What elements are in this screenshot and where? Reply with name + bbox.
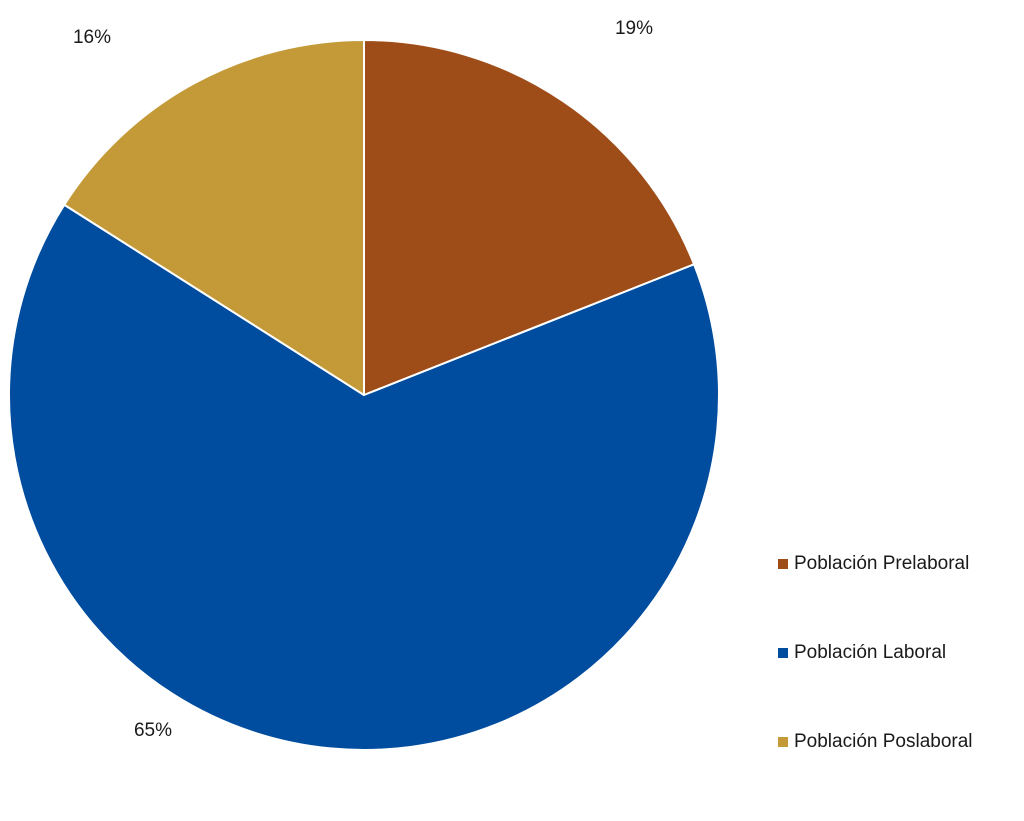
pie-slice-poslaboral	[63, 39, 365, 396]
data-label-prelaboral: 19%	[615, 18, 653, 39]
legend-label-poslaboral: Población Poslaboral	[794, 730, 973, 752]
legend-swatch-poslaboral	[778, 736, 788, 747]
pie-slice-laboral	[8, 203, 720, 751]
pie-slice-prelaboral	[363, 39, 696, 396]
legend-item-laboral: Población Laboral	[778, 637, 973, 668]
legend-swatch-laboral	[778, 647, 788, 658]
legend-item-prelaboral: Población Prelaboral	[778, 548, 973, 579]
legend-item-poslaboral: Población Poslaboral	[778, 726, 973, 757]
legend: Población Prelaboral Población Laboral P…	[778, 548, 973, 815]
legend-swatch-prelaboral	[778, 558, 788, 569]
pie-chart: 19% 65% 16%	[8, 18, 720, 751]
legend-label-laboral: Población Laboral	[794, 641, 947, 663]
data-label-poslaboral: 16%	[73, 27, 111, 48]
data-label-laboral: 65%	[134, 720, 172, 741]
legend-label-prelaboral: Población Prelaboral	[794, 552, 970, 574]
